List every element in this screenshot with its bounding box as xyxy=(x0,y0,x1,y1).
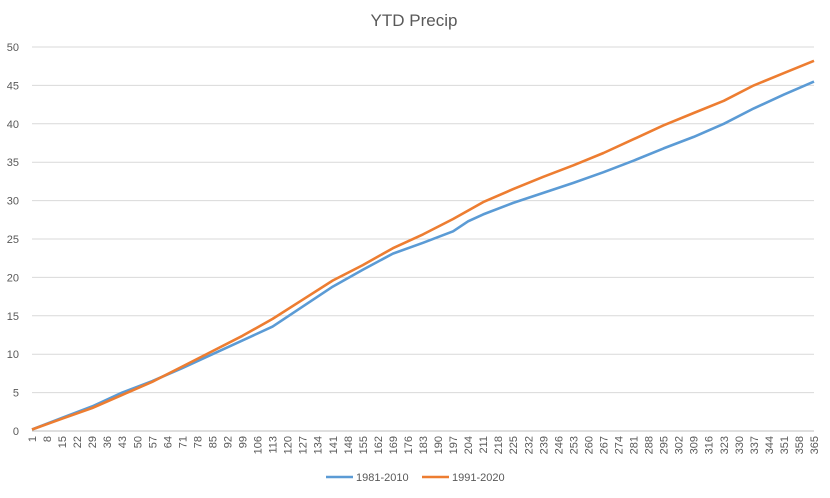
x-tick-label: 43 xyxy=(117,436,129,448)
y-tick-label: 40 xyxy=(7,119,19,131)
y-tick-label: 10 xyxy=(7,349,19,361)
x-tick-label: 8 xyxy=(42,436,54,442)
x-tick-label: 288 xyxy=(644,436,656,454)
x-tick-label: 176 xyxy=(403,436,415,454)
series-lines xyxy=(31,59,815,431)
x-tick-label: 57 xyxy=(147,436,159,448)
x-tick-label: 253 xyxy=(568,436,580,454)
x-tick-label: 211 xyxy=(478,436,490,454)
x-tick-label: 267 xyxy=(598,436,610,454)
x-tick-label: 64 xyxy=(162,436,174,448)
series-line-2 xyxy=(31,59,815,431)
x-tick-label: 246 xyxy=(553,436,565,454)
chart-title: YTD Precip xyxy=(371,11,458,30)
x-tick-label: 281 xyxy=(629,436,641,454)
x-tick-label: 29 xyxy=(87,436,99,448)
y-tick-label: 35 xyxy=(7,157,19,169)
x-tick-label: 323 xyxy=(719,436,731,454)
x-tick-label: 36 xyxy=(102,436,114,448)
legend-label-2: 1991-2020 xyxy=(452,472,505,484)
x-tick-label: 78 xyxy=(192,436,204,448)
x-tick-label: 148 xyxy=(343,436,355,454)
x-tick-label: 50 xyxy=(132,436,144,448)
x-tick-label: 309 xyxy=(689,436,701,454)
x-tick-label: 120 xyxy=(283,436,295,454)
x-tick-label: 344 xyxy=(764,436,776,454)
x-tick-label: 183 xyxy=(418,436,430,454)
x-tick-label: 358 xyxy=(794,436,806,454)
x-tick-label: 15 xyxy=(57,436,69,448)
x-tick-label: 190 xyxy=(433,436,445,454)
x-tick-label: 155 xyxy=(358,436,370,454)
y-tick-label: 45 xyxy=(7,80,19,92)
x-tick-label: 225 xyxy=(508,436,520,454)
x-tick-label: 239 xyxy=(538,436,550,454)
x-tick-label: 22 xyxy=(72,436,84,448)
y-tick-label: 15 xyxy=(7,311,19,323)
y-tick-label: 20 xyxy=(7,272,19,284)
y-tick-label: 30 xyxy=(7,196,19,208)
x-tick-label: 204 xyxy=(463,436,475,454)
y-tick-label: 25 xyxy=(7,234,19,246)
x-tick-label: 134 xyxy=(313,436,325,454)
y-tick-label: 5 xyxy=(13,388,19,400)
y-tick-label: 50 xyxy=(7,42,19,54)
legend-label-1: 1981-2010 xyxy=(356,472,409,484)
gridlines xyxy=(32,46,814,394)
x-tick-label: 260 xyxy=(583,436,595,454)
x-tick-label: 274 xyxy=(614,436,626,454)
x-tick-label: 106 xyxy=(253,436,265,454)
x-tick-label: 162 xyxy=(373,436,385,454)
x-tick-label: 197 xyxy=(448,436,460,454)
x-tick-label: 337 xyxy=(749,436,761,454)
x-tick-label: 302 xyxy=(674,436,686,454)
x-tick-label: 141 xyxy=(328,436,340,454)
x-tick-label: 330 xyxy=(734,436,746,454)
x-tick-label: 365 xyxy=(809,436,821,454)
x-tick-label: 85 xyxy=(207,436,219,448)
x-tick-label: 92 xyxy=(223,436,235,448)
x-tick-label: 232 xyxy=(523,436,535,454)
x-tick-label: 127 xyxy=(298,436,310,454)
x-tick-label: 316 xyxy=(704,436,716,454)
x-tick-label: 218 xyxy=(493,436,505,454)
x-tick-label: 169 xyxy=(388,436,400,454)
x-axis-tick-labels: 1 8 15 22 29 36 43 50 57 64 71 78 85 92 99 106 113 120 127… xyxy=(27,436,821,454)
x-tick-label: 295 xyxy=(659,436,671,454)
y-axis-tick-labels: 0 5 10 15 20 25 30 35 40 45 50 xyxy=(7,42,19,438)
x-tick-label: 113 xyxy=(268,436,280,454)
x-tick-label: 99 xyxy=(238,436,250,448)
x-tick-label: 1 xyxy=(27,436,39,442)
y-tick-label: 0 xyxy=(13,426,19,438)
x-tick-label: 71 xyxy=(177,436,189,448)
legend: 1981-2010 1991-2020 xyxy=(326,472,505,484)
x-tick-label: 351 xyxy=(779,436,791,454)
series-line-1 xyxy=(31,80,815,431)
